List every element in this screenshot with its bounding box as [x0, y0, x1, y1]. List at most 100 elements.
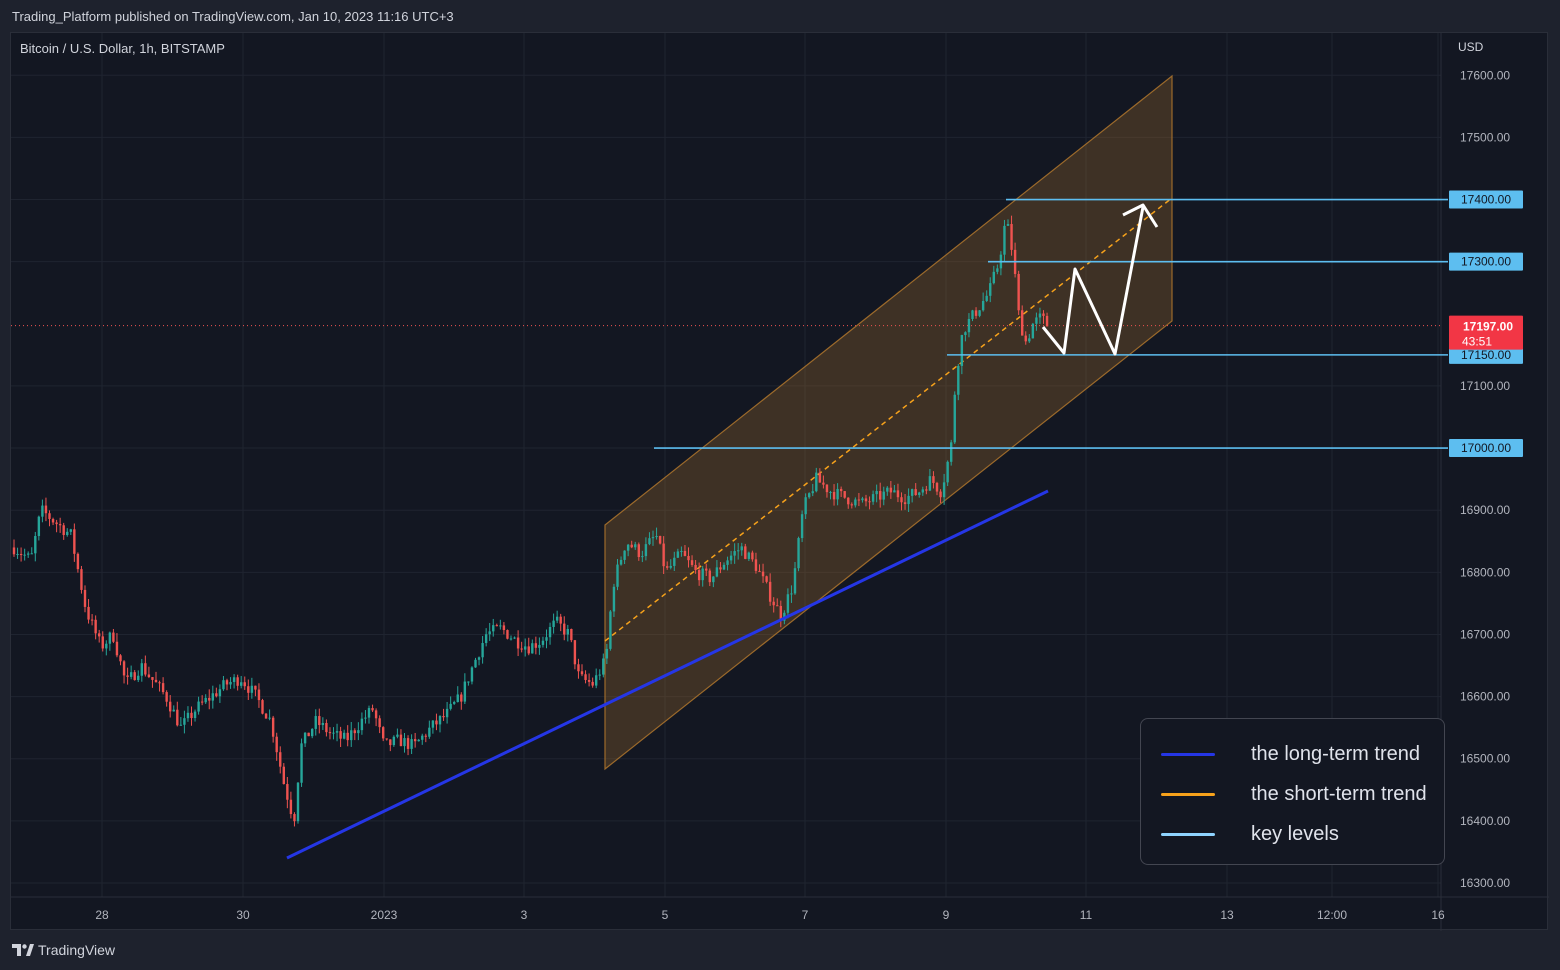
candle-body: [357, 730, 360, 734]
candle-body: [516, 637, 520, 649]
candle-body: [55, 522, 58, 525]
candle-body: [16, 554, 19, 556]
candle-body: [360, 718, 364, 731]
candle-body: [382, 727, 385, 739]
candle-body: [403, 738, 406, 747]
price-chart[interactable]: 17600.00 17500.00 17400.00 17300.00 17100.00…: [11, 33, 1549, 931]
candle-body: [836, 488, 839, 500]
candle-body: [903, 502, 907, 505]
candle-body: [1003, 225, 1006, 255]
candle-body: [268, 717, 271, 719]
y-tick-label: 17100.00: [1460, 379, 1510, 393]
candle-body: [577, 664, 580, 672]
candle-body: [94, 619, 97, 634]
candle-body: [737, 550, 740, 552]
candle-body: [12, 547, 16, 555]
countdown-label: 43:51: [1462, 335, 1492, 349]
candle-body: [456, 694, 459, 703]
candle-body: [73, 529, 76, 554]
candle-body: [257, 689, 261, 701]
candle-body: [289, 799, 293, 815]
x-tick-label: 16: [1431, 908, 1445, 922]
candle-body: [346, 732, 349, 741]
candle-body: [105, 643, 108, 649]
tradingview-logo[interactable]: TradingView: [12, 942, 115, 958]
candle-body: [176, 709, 179, 726]
candle-body: [147, 674, 151, 678]
candle-body: [790, 593, 793, 595]
candle-body: [140, 663, 143, 676]
candle-body: [705, 568, 708, 571]
candle-body: [850, 504, 853, 506]
candle-body: [470, 667, 474, 682]
candle-body: [197, 701, 200, 712]
candle-body: [740, 546, 743, 551]
candle-body: [882, 491, 885, 500]
candle-body: [797, 538, 800, 569]
key-level-label: 17300.00: [1461, 255, 1511, 269]
candle-body: [108, 632, 112, 644]
candle-body: [449, 703, 452, 709]
symbol-title[interactable]: Bitcoin / U.S. Dollar, 1h, BITSTAMP: [20, 41, 225, 56]
candle-body: [875, 491, 878, 495]
x-tick-label: 11: [1080, 908, 1093, 922]
candle-body: [30, 553, 33, 555]
candle-body: [559, 616, 562, 624]
candle-body: [445, 708, 449, 718]
candle-body: [410, 739, 413, 749]
y-tick-label: 16500.00: [1460, 752, 1510, 766]
candle-body: [563, 623, 566, 635]
candle-body: [804, 497, 807, 515]
candle-body: [981, 300, 985, 311]
candle-body: [570, 628, 573, 641]
candle-body: [335, 731, 339, 733]
candle-body: [204, 697, 207, 703]
legend-item-short-term: the short-term trend: [1161, 782, 1427, 806]
candle-body: [953, 394, 956, 443]
candle-body: [442, 716, 445, 718]
candle-body: [261, 700, 264, 714]
candle-body: [342, 732, 346, 739]
candle-body: [722, 564, 726, 570]
key-level-tag: [1449, 439, 1523, 458]
candle-body: [293, 814, 296, 822]
y-tick-label: 16800.00: [1460, 565, 1510, 579]
candle-body: [861, 498, 864, 501]
x-tick-label: 9: [943, 908, 950, 922]
candle-body: [211, 693, 214, 701]
candle-body: [463, 681, 467, 702]
brand-name: TradingView: [38, 942, 116, 958]
key-level-label: 17000.00: [1461, 441, 1511, 455]
candle-body: [630, 544, 633, 548]
candle-body: [925, 489, 928, 491]
candle-body: [609, 611, 612, 649]
publish-info: Trading_Platform published on TradingVie…: [12, 9, 454, 24]
chart-pane[interactable]: 17600.00 17500.00 17400.00 17300.00 17100.00…: [10, 32, 1549, 931]
x-tick-label: 12:00: [1317, 908, 1347, 922]
candle-body: [907, 495, 910, 505]
candle-body: [928, 476, 932, 491]
candle-body: [225, 680, 229, 685]
candle-body: [1031, 323, 1035, 339]
drawings[interactable]: [11, 198, 1448, 860]
axis-labels: 17600.00 17500.00 17400.00 17300.00 17100.00…: [95, 68, 1523, 922]
candle-body: [311, 728, 314, 737]
candle-body: [662, 543, 665, 567]
candle-body: [690, 560, 694, 565]
y-tick-label: 16900.00: [1460, 503, 1510, 517]
candle-body: [371, 708, 374, 711]
candle-body: [438, 716, 442, 725]
candle-body: [90, 619, 94, 621]
candle-body: [616, 564, 619, 587]
candle-body: [126, 675, 129, 677]
candle-body: [169, 701, 172, 712]
x-tick-label: 3: [521, 908, 528, 922]
candle-body: [694, 564, 697, 571]
candle-body: [122, 661, 126, 676]
last-price-label: 17197.00: [1463, 320, 1513, 334]
candle-body: [751, 552, 754, 560]
candle-body: [715, 567, 719, 577]
legend-item-key-levels: key levels: [1161, 822, 1339, 846]
candle-body: [161, 683, 165, 693]
candle-body: [62, 525, 65, 536]
